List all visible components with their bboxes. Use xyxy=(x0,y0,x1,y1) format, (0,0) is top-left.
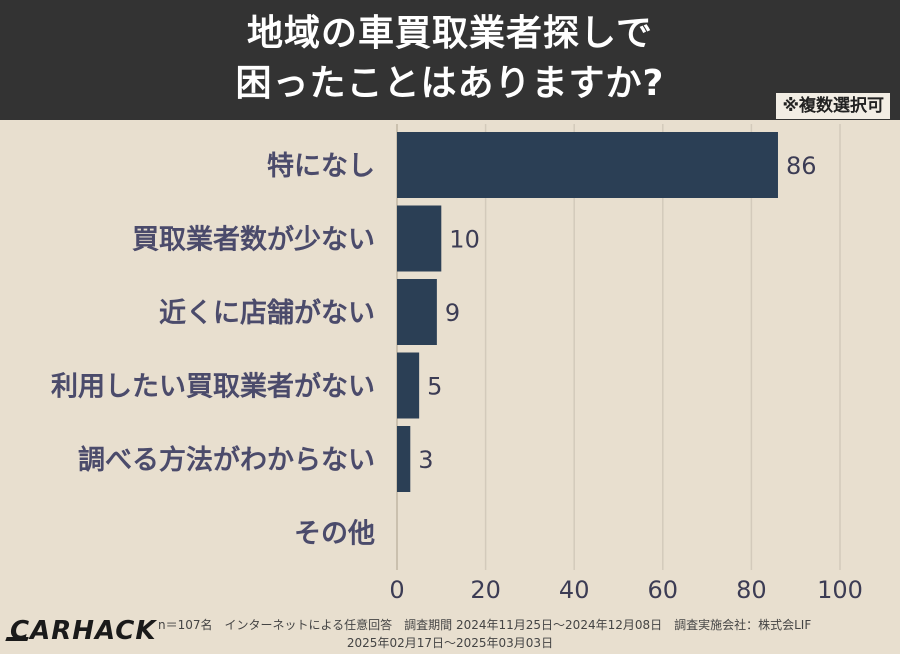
x-tick-label: 60 xyxy=(648,576,679,604)
category-label: 調べる方法がわからない xyxy=(78,444,375,476)
bar-5 xyxy=(397,426,411,492)
value-label: 86 xyxy=(786,152,817,180)
multiple-choice-note: ※複数選択可 xyxy=(776,93,890,119)
x-tick-label: 40 xyxy=(559,576,590,604)
value-label: 5 xyxy=(427,373,442,401)
value-label: 3 xyxy=(418,446,433,474)
title-line-1: 地域の車買取業者探しで xyxy=(247,13,653,54)
category-label: 近くに店舗がない xyxy=(159,297,375,329)
survey-info: n＝107名 インターネットによる任意回答 調査期間 2024年11月25日〜2… xyxy=(158,618,812,632)
x-tick-label: 20 xyxy=(470,576,501,604)
bar-4 xyxy=(397,352,420,419)
category-label: 特になし xyxy=(267,151,375,182)
survey-date-range: 2025年02月17日〜2025年03月03日 xyxy=(346,636,554,650)
labels: 0 20 40 60 80 100 特になし 86 買取業者数が少ない 10 近くに店舗がない 9 利用… xyxy=(51,151,863,604)
x-tick-label: 80 xyxy=(736,576,767,604)
value-label: 10 xyxy=(449,226,480,254)
grid-lines xyxy=(396,124,841,570)
bar-1 xyxy=(397,132,778,198)
bar-3 xyxy=(397,279,437,345)
category-label: その他 xyxy=(294,519,375,550)
bars xyxy=(397,132,778,492)
title-line-2: 困ったことはありますか? xyxy=(235,63,665,104)
x-tick-label: 100 xyxy=(817,576,863,604)
carhack-logo: CARHACK xyxy=(10,616,157,646)
title-banner: 地域の車買取業者探しで 困ったことはありますか? xyxy=(0,0,900,120)
bar-2 xyxy=(397,205,442,272)
value-label: 9 xyxy=(445,299,460,327)
category-label: 利用したい買取業者がない xyxy=(51,371,375,403)
category-label: 買取業者数が少ない xyxy=(132,224,375,256)
x-tick-label: 0 xyxy=(389,576,404,604)
